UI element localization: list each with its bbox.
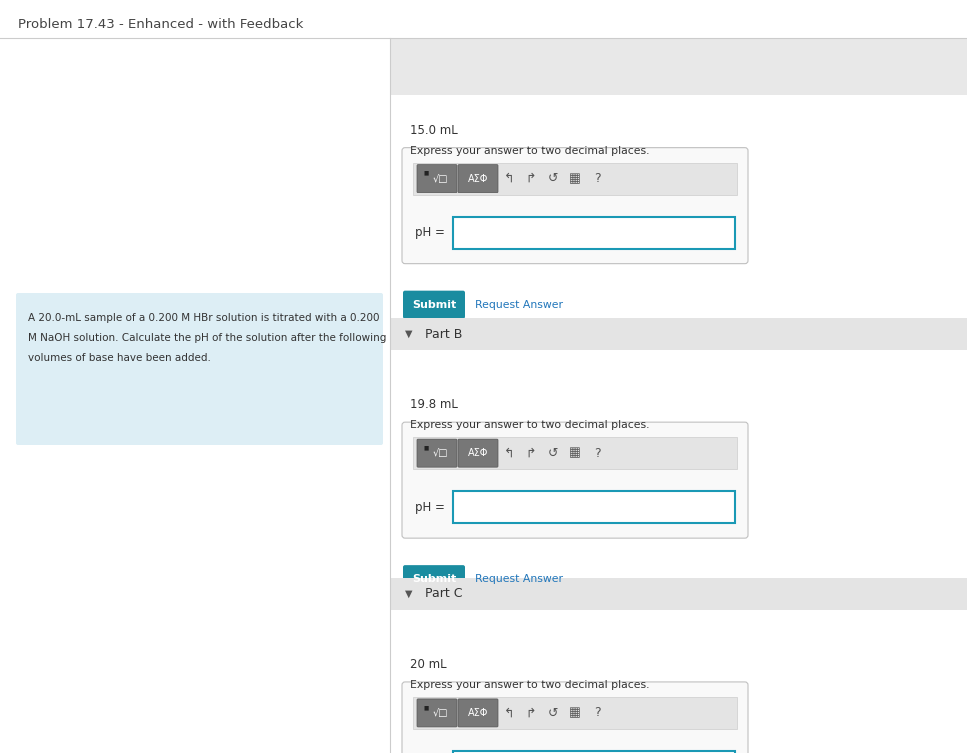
FancyBboxPatch shape: [458, 699, 498, 727]
FancyBboxPatch shape: [458, 165, 498, 193]
Text: Express your answer to two decimal places.: Express your answer to two decimal place…: [410, 420, 650, 430]
Text: ↰: ↰: [504, 706, 514, 719]
Text: Request Answer: Request Answer: [475, 574, 563, 584]
Text: Request Answer: Request Answer: [475, 300, 563, 309]
Text: Part C: Part C: [425, 587, 462, 600]
FancyBboxPatch shape: [458, 439, 498, 467]
Text: ↺: ↺: [547, 172, 558, 185]
Bar: [413, 697, 737, 729]
FancyBboxPatch shape: [402, 682, 748, 753]
Bar: [413, 437, 737, 469]
FancyBboxPatch shape: [417, 699, 457, 727]
Text: ΑΣΦ: ΑΣΦ: [468, 448, 488, 458]
Text: √□: √□: [432, 708, 448, 718]
FancyBboxPatch shape: [453, 217, 735, 248]
Bar: [413, 163, 737, 195]
Bar: [390, 38, 967, 95]
FancyBboxPatch shape: [403, 291, 465, 319]
FancyBboxPatch shape: [16, 293, 383, 445]
Text: √□: √□: [432, 448, 448, 458]
Text: ?: ?: [594, 706, 601, 719]
FancyBboxPatch shape: [453, 751, 735, 753]
Text: ▦: ▦: [570, 706, 581, 719]
Text: Submit: Submit: [412, 574, 456, 584]
Text: M NaOH solution. Calculate the pH of the solution after the following: M NaOH solution. Calculate the pH of the…: [28, 333, 387, 343]
Text: Submit: Submit: [412, 300, 456, 309]
Bar: [390, 578, 967, 610]
Text: ΑΣΦ: ΑΣΦ: [468, 174, 488, 184]
Text: Problem 17.43 - Enhanced - with Feedback: Problem 17.43 - Enhanced - with Feedback: [18, 18, 304, 31]
Text: 20 mL: 20 mL: [410, 658, 447, 671]
Text: ▼: ▼: [405, 589, 413, 599]
Text: 15.0 mL: 15.0 mL: [410, 123, 457, 136]
Text: ?: ?: [594, 172, 601, 185]
Text: ↱: ↱: [526, 706, 537, 719]
Text: ■: ■: [423, 705, 428, 710]
FancyBboxPatch shape: [417, 165, 457, 193]
FancyBboxPatch shape: [402, 148, 748, 264]
Text: ▦: ▦: [570, 172, 581, 185]
Text: ↺: ↺: [547, 706, 558, 719]
Text: ▼: ▼: [405, 329, 413, 339]
FancyBboxPatch shape: [453, 491, 735, 523]
FancyBboxPatch shape: [417, 439, 457, 467]
Text: Express your answer to two decimal places.: Express your answer to two decimal place…: [410, 145, 650, 156]
Text: pH =: pH =: [415, 226, 445, 239]
Text: Express your answer to two decimal places.: Express your answer to two decimal place…: [410, 680, 650, 690]
Text: ΑΣΦ: ΑΣΦ: [468, 708, 488, 718]
Text: ■: ■: [423, 445, 428, 450]
Text: √□: √□: [432, 174, 448, 184]
Text: ↰: ↰: [504, 172, 514, 185]
FancyBboxPatch shape: [402, 422, 748, 538]
Text: A 20.0-mL sample of a 0.200 M HBr solution is titrated with a 0.200: A 20.0-mL sample of a 0.200 M HBr soluti…: [28, 313, 379, 323]
Bar: [390, 319, 967, 350]
Text: 19.8 mL: 19.8 mL: [410, 398, 458, 411]
Text: volumes of base have been added.: volumes of base have been added.: [28, 353, 211, 363]
Text: ↱: ↱: [526, 447, 537, 459]
Text: ↰: ↰: [504, 447, 514, 459]
Text: Part B: Part B: [425, 328, 462, 340]
Text: ■: ■: [423, 171, 428, 175]
Text: pH =: pH =: [415, 501, 445, 514]
Text: ↺: ↺: [547, 447, 558, 459]
Text: ↱: ↱: [526, 172, 537, 185]
FancyBboxPatch shape: [403, 566, 465, 593]
Text: ?: ?: [594, 447, 601, 459]
Text: ▦: ▦: [570, 447, 581, 459]
